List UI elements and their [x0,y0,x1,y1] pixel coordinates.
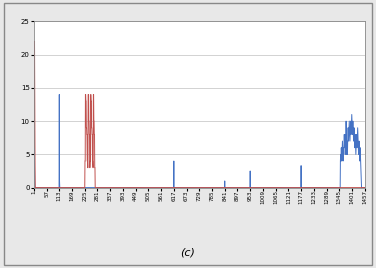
scenario 1 [33,186,37,189]
scenario 2 [32,100,36,103]
scenario 1 [362,186,367,189]
scenario 2 [267,186,271,189]
scenario 2 [362,186,367,189]
scenario 2 [91,166,96,169]
scenario 1 [91,186,96,189]
scenario 1 [267,186,271,189]
Text: (c): (c) [180,247,196,257]
scenario 1 [334,186,338,189]
scenario 2 [32,40,37,43]
scenario 1 [32,153,36,156]
scenario 1 [122,186,127,189]
Line: scenario 1: scenario 1 [34,95,365,188]
scenario 2 [122,186,127,189]
scenario 2 [334,186,338,189]
scenario 1 [191,186,196,189]
scenario 1 [52,186,56,189]
Line: scenario 2: scenario 2 [34,41,365,188]
scenario 2 [191,186,196,189]
scenario 2 [52,186,56,189]
scenario 2 [33,186,38,189]
scenario 1 [32,93,36,96]
